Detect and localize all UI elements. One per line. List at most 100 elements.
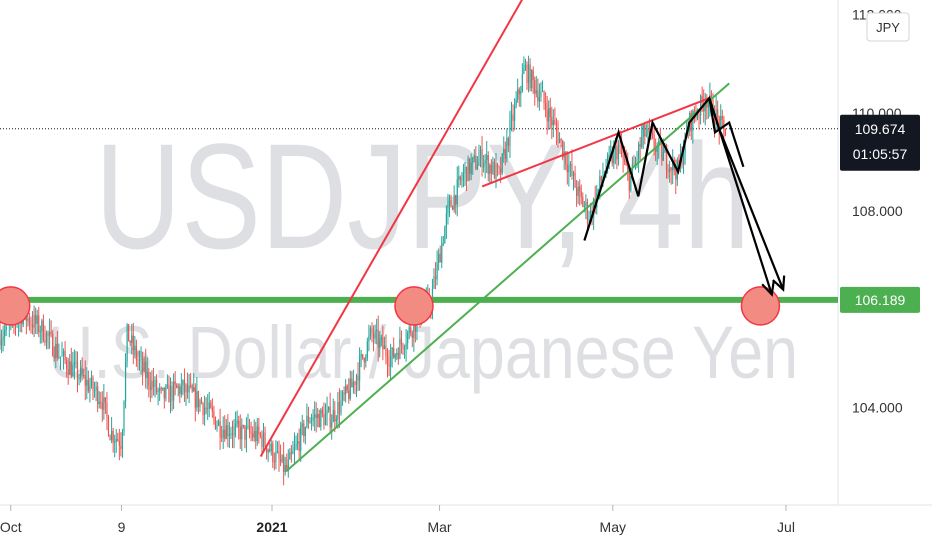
candle-body xyxy=(177,386,179,388)
projection-arrows-layer xyxy=(708,97,786,297)
candle-body xyxy=(231,433,234,436)
candle-body xyxy=(532,70,534,81)
candle-body xyxy=(478,158,480,166)
candle-body xyxy=(142,358,144,372)
candle-body xyxy=(571,163,573,177)
time-axis[interactable]: Oct 9 2021 Mar May Jul xyxy=(0,505,795,535)
candle-body xyxy=(407,332,409,344)
candle-body xyxy=(651,132,654,136)
candle-body xyxy=(182,380,184,386)
candle-body xyxy=(216,425,218,429)
candle-body xyxy=(597,188,599,193)
time-tick-label: Oct xyxy=(0,519,22,535)
candle-body xyxy=(272,443,274,462)
currency-badge[interactable]: JPY xyxy=(866,12,910,42)
candle-body xyxy=(531,70,533,89)
candle-body xyxy=(179,386,181,394)
candle-body xyxy=(718,117,720,131)
candle-body xyxy=(670,167,672,171)
candle-body xyxy=(295,443,297,447)
candle-body xyxy=(258,426,260,435)
candle-body xyxy=(510,114,513,121)
candle-body xyxy=(169,386,172,403)
candle-body xyxy=(87,380,89,392)
candle-body xyxy=(109,435,111,441)
candle-body xyxy=(681,154,683,166)
candle-body xyxy=(297,441,299,444)
candle-body xyxy=(579,186,581,192)
candle-body xyxy=(611,153,613,164)
candle-body xyxy=(704,104,706,112)
time-tick-label: Mar xyxy=(427,519,451,535)
candle-body xyxy=(552,120,554,126)
candle-body xyxy=(155,380,158,393)
candle-body xyxy=(586,202,589,220)
candle-body xyxy=(262,432,265,448)
candle-body xyxy=(583,206,585,208)
candle-body xyxy=(62,351,65,356)
candle-body xyxy=(455,195,457,205)
candle-body xyxy=(185,384,187,393)
candle-body xyxy=(93,390,96,392)
candle-body xyxy=(523,68,525,75)
candle-body xyxy=(546,110,548,122)
candle-body xyxy=(589,210,592,220)
support-level-label: 106.189 xyxy=(855,292,906,308)
red-channel-upper-line xyxy=(259,0,524,457)
candle-body xyxy=(576,187,578,196)
candle-body xyxy=(275,451,277,462)
candle-body xyxy=(112,430,114,443)
candle-body xyxy=(67,369,69,375)
candle-body xyxy=(121,431,124,449)
candle-body xyxy=(290,452,292,454)
candle-body xyxy=(69,361,71,375)
candle-body xyxy=(507,138,509,146)
candle-body xyxy=(572,173,575,177)
candle-body xyxy=(45,332,48,343)
candle-body xyxy=(230,433,232,435)
candle-body xyxy=(363,358,365,363)
candle-body xyxy=(293,446,296,451)
candle-body xyxy=(383,345,385,350)
candle-body xyxy=(645,134,647,136)
candle-body xyxy=(619,144,621,146)
candle-body xyxy=(238,420,240,427)
candle-body xyxy=(329,407,331,428)
candle-body xyxy=(183,380,186,393)
candle-body xyxy=(334,410,336,422)
support-touch-circle xyxy=(394,286,434,326)
current-price-label: 109.674 xyxy=(855,121,906,137)
candle-body xyxy=(724,128,726,136)
candle-body xyxy=(95,386,97,391)
candle-body xyxy=(656,146,658,152)
candle-body xyxy=(348,390,350,399)
candle-body xyxy=(706,104,708,108)
candle-body xyxy=(217,421,220,426)
candle-body xyxy=(453,195,455,210)
candle-body xyxy=(225,425,227,439)
candle-body xyxy=(80,368,82,378)
candle-body xyxy=(224,429,226,439)
candle-body xyxy=(343,392,345,395)
price-tick-label: 104.000 xyxy=(852,399,903,415)
candle-body xyxy=(286,464,288,470)
candle-body xyxy=(196,391,198,408)
candle-body xyxy=(228,434,230,436)
candle-body xyxy=(545,102,547,111)
candle-body xyxy=(534,80,536,94)
candle-body xyxy=(665,150,668,170)
candle-body xyxy=(354,381,356,385)
candle-body xyxy=(521,74,523,92)
candle-body xyxy=(267,449,269,453)
candle-body xyxy=(145,361,147,379)
time-tick-label: 2021 xyxy=(256,519,287,535)
candle-body xyxy=(301,423,303,427)
candle-body xyxy=(682,153,685,166)
candle-body xyxy=(382,337,384,350)
candle-body xyxy=(148,371,150,386)
candle-body xyxy=(261,435,263,448)
candle-body xyxy=(647,128,649,135)
candle-body xyxy=(269,449,271,452)
candle-body xyxy=(481,149,483,168)
candle-body xyxy=(410,327,412,334)
